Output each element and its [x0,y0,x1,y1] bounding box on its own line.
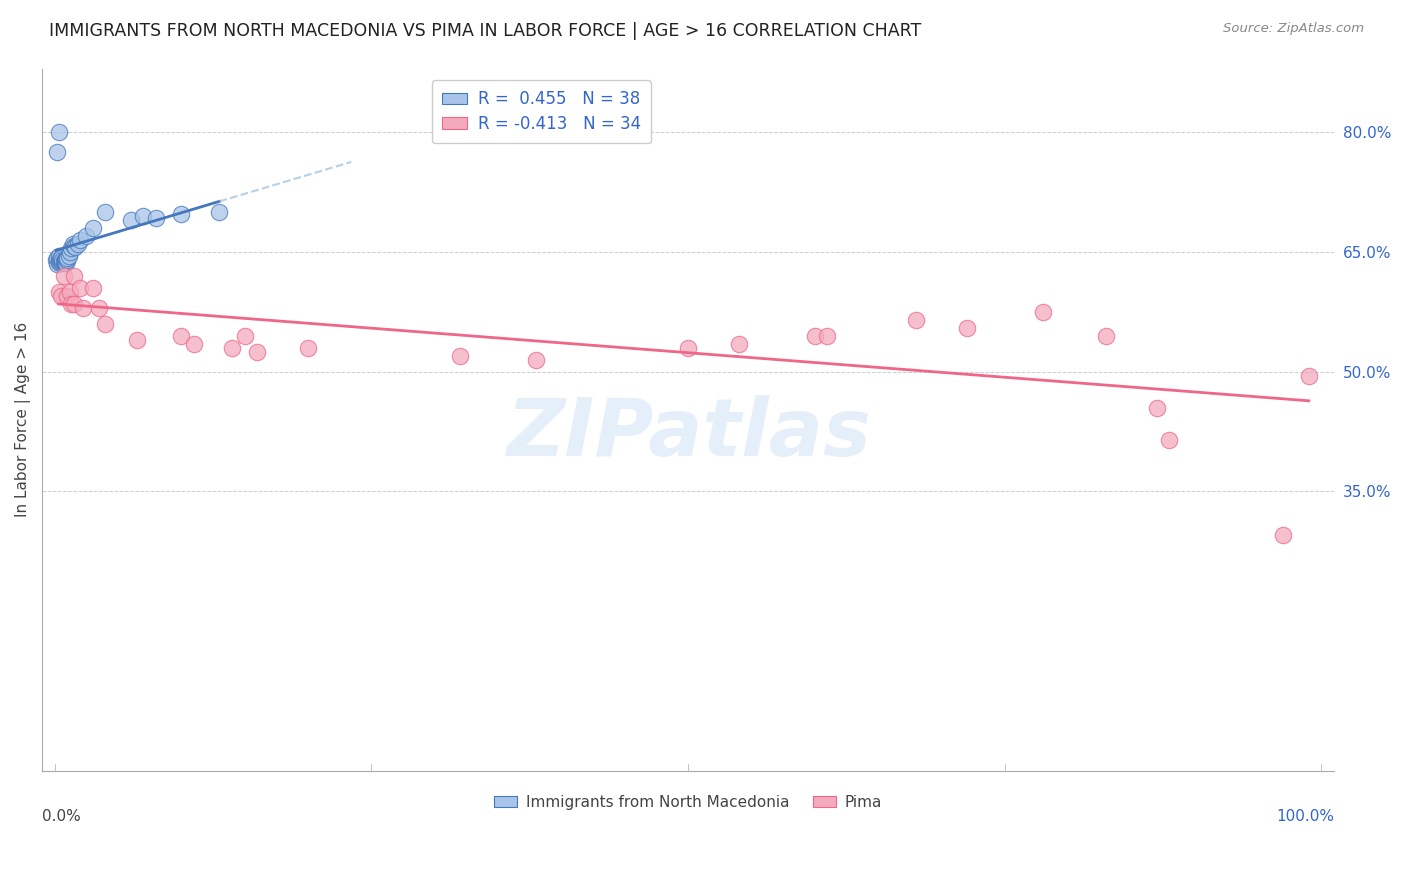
Point [1159,433,1181,447]
Text: 100.0%: 100.0% [1277,809,1334,824]
Point [183,336,205,351]
Point [82,281,104,295]
Point [120,213,142,227]
Point [1272,528,1295,542]
Point [72,301,94,315]
Point [59,245,82,260]
Point [53,253,76,268]
Point [56,253,79,268]
Point [45,253,67,268]
Point [87,301,110,315]
Point [727,336,749,351]
Point [524,352,547,367]
Legend: Immigrants from North Macedonia, Pima: Immigrants from North Macedonia, Pima [488,789,889,815]
Point [94,205,117,219]
Point [62,238,84,252]
Point [75,229,97,244]
Point [53,255,76,269]
Point [58,249,80,263]
Point [51,255,73,269]
Point [56,289,79,303]
Point [208,205,231,219]
Point [62,297,84,311]
Point [956,321,979,335]
Point [56,251,79,265]
Point [170,328,193,343]
Text: ZIPatlas: ZIPatlas [506,394,870,473]
Point [46,145,69,160]
Point [905,313,928,327]
Point [49,289,72,303]
Point [246,344,269,359]
Point [62,268,84,283]
Point [233,328,256,343]
Point [46,252,69,266]
Point [132,209,155,223]
Point [69,233,91,247]
Point [94,317,117,331]
Point [69,281,91,295]
Point [82,221,104,235]
Point [49,251,72,265]
Point [145,211,167,225]
Point [60,241,83,255]
Point [297,341,319,355]
Point [62,237,84,252]
Point [51,253,73,268]
Point [46,257,69,271]
Point [804,328,827,343]
Point [221,341,243,355]
Point [48,285,70,299]
Point [48,254,70,268]
Text: IMMIGRANTS FROM NORTH MACEDONIA VS PIMA IN LABOR FORCE | AGE > 16 CORRELATION CH: IMMIGRANTS FROM NORTH MACEDONIA VS PIMA … [49,22,921,40]
Point [63,240,86,254]
Point [60,297,83,311]
Text: 0.0%: 0.0% [42,809,82,824]
Y-axis label: In Labor Force | Age > 16: In Labor Force | Age > 16 [15,322,31,517]
Point [1095,328,1118,343]
Point [55,256,77,270]
Point [59,285,82,299]
Point [52,253,75,268]
Point [1146,401,1168,415]
Point [1032,305,1054,319]
Point [52,268,75,283]
Point [66,237,89,252]
Point [170,207,193,221]
Point [48,249,70,263]
Point [676,341,699,355]
Text: Source: ZipAtlas.com: Source: ZipAtlas.com [1223,22,1364,36]
Point [1298,368,1320,383]
Point [55,252,77,267]
Point [49,256,72,270]
Point [48,125,70,139]
Point [52,256,75,270]
Point [53,254,76,268]
Point [127,333,149,347]
Point [49,254,72,268]
Point [49,252,72,267]
Point [449,349,471,363]
Point [817,328,839,343]
